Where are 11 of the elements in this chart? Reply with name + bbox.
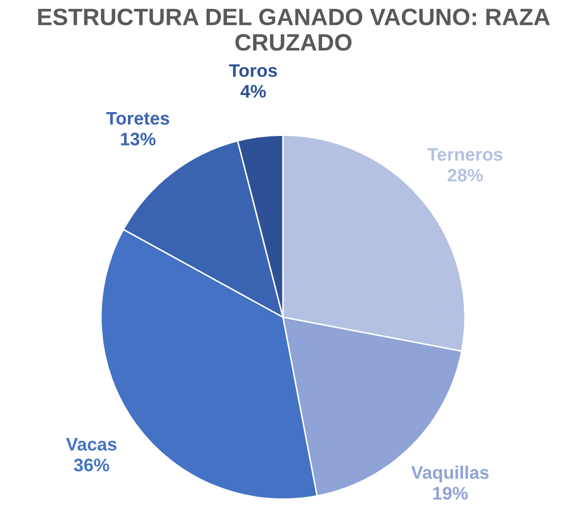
chart-title: ESTRUCTURA DEL GANADO VACUNO: RAZA CRUZADO <box>38 8 550 51</box>
slice-label: Terneros <box>427 148 502 161</box>
slice-label: Toros <box>229 64 277 77</box>
data-label: 36% <box>74 458 110 472</box>
data-label: 4% <box>240 84 266 98</box>
data-label: 13% <box>121 132 156 146</box>
slice-label: Vaquillas <box>411 466 489 482</box>
slice-label: Vacas <box>66 438 116 451</box>
slice-label: Toretes <box>106 112 170 125</box>
data-label: 28% <box>448 168 483 182</box>
data-label: 19% <box>433 486 468 500</box>
